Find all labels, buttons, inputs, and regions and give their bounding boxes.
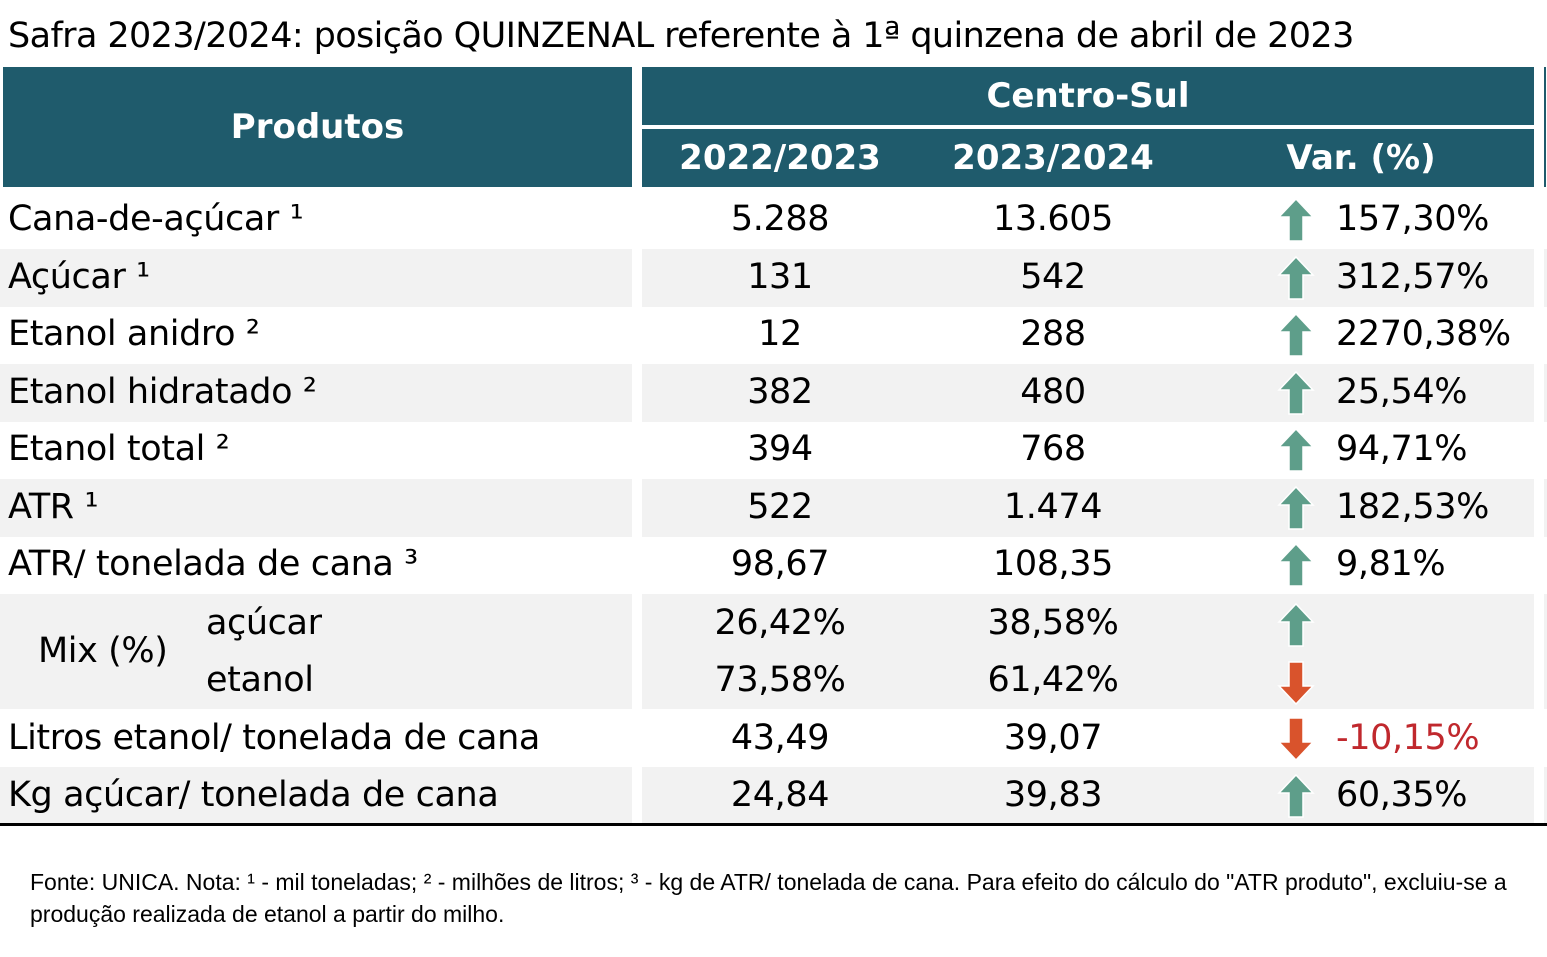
value-variation: 2270,38% [1336,314,1511,354]
arrow-up-icon [1277,427,1315,473]
value-variation: 9,81% [1336,544,1446,584]
source-note: Fonte: UNICA. Nota: ¹ - mil toneladas; ²… [30,869,1507,927]
column-gap [632,594,642,709]
right-border [1544,67,1546,187]
mix-acucar-2022-2023: 26,42% [714,603,846,643]
header-col-curr: 2023/2024 [918,129,1188,187]
header-col-var: Var. (%) [1188,129,1534,187]
header-produtos: Produtos [3,67,632,187]
header-region: Centro-Sul [642,67,1534,125]
value-2023-2024: 288 [1020,314,1086,354]
mix-acucar-label: açúcar [206,603,322,643]
column-gap [632,364,642,422]
row-label: Açúcar ¹ [8,257,150,297]
row-label: Litros etanol/ tonelada de cana [8,718,540,758]
value-2023-2024: 1.474 [1003,487,1103,527]
table-bottom-border [0,823,1547,826]
value-2023-2024: 480 [1020,372,1086,412]
value-2023-2024: 39,83 [1003,775,1103,815]
arrow-up-icon [1277,370,1315,416]
column-gap [632,249,642,307]
value-2023-2024: 768 [1020,429,1086,469]
value-variation: 60,35% [1336,775,1468,815]
header-col-prev: 2022/2023 [642,129,918,187]
row-label: Kg açúcar/ tonelada de cana [8,775,499,815]
value-2022-2023: 24,84 [730,775,830,815]
header-col-curr-label: 2023/2024 [952,138,1154,178]
row-label: Cana-de-açúcar ¹ [8,199,304,239]
value-2023-2024: 542 [1020,257,1086,297]
value-variation: 157,30% [1336,199,1489,239]
column-gap [632,767,642,825]
arrow-up-icon [1277,255,1315,301]
value-2023-2024: 108,35 [992,544,1114,584]
row-label: Etanol total ² [8,429,230,469]
row-label: ATR/ tonelada de cana ³ [8,544,418,584]
arrow-down-icon [1277,660,1315,706]
value-variation: 312,57% [1336,257,1489,297]
mix-etanol-label: etanol [206,660,314,700]
value-2022-2023: 522 [747,487,813,527]
column-gap [1534,364,1544,422]
value-variation: 25,54% [1336,372,1468,412]
column-gap [1534,767,1544,825]
column-gap [1534,249,1544,307]
header-col-prev-label: 2022/2023 [679,138,881,178]
value-2022-2023: 131 [747,257,813,297]
row-label: ATR ¹ [8,487,99,527]
column-gap [1534,479,1544,537]
value-variation: 182,53% [1336,487,1489,527]
page-title: Safra 2023/2024: posição QUINZENAL refer… [8,16,1354,56]
arrow-up-icon [1277,485,1315,531]
value-2022-2023: 5.288 [730,199,830,239]
arrow-up-icon [1277,773,1315,819]
value-2022-2023: 43,49 [730,718,830,758]
mix-acucar-2023-2024: 38,58% [987,603,1119,643]
value-variation: -10,15% [1336,718,1480,758]
value-2022-2023: 394 [747,429,813,469]
arrow-up-icon [1277,197,1315,243]
value-2022-2023: 98,67 [730,544,830,584]
value-variation: 94,71% [1336,429,1468,469]
arrow-up-icon [1277,602,1315,648]
arrow-up-icon [1277,542,1315,588]
value-2023-2024: 39,07 [1003,718,1103,758]
row-label: Etanol hidratado ² [8,372,317,412]
mix-etanol-2023-2024: 61,42% [987,660,1119,700]
value-2022-2023: 382 [747,372,813,412]
column-gap [1534,594,1544,709]
arrow-down-icon [1277,716,1315,762]
column-gap [632,479,642,537]
row-label: Etanol anidro ² [8,314,260,354]
arrow-up-icon [1277,312,1315,358]
header-col-var-label: Var. (%) [1286,138,1436,178]
mix-label: Mix (%) [38,631,168,671]
value-2022-2023: 12 [758,314,802,354]
mix-etanol-2022-2023: 73,58% [714,660,846,700]
value-2023-2024: 13.605 [992,199,1114,239]
header-produtos-label: Produtos [230,107,405,147]
header-region-label: Centro-Sul [986,76,1190,116]
